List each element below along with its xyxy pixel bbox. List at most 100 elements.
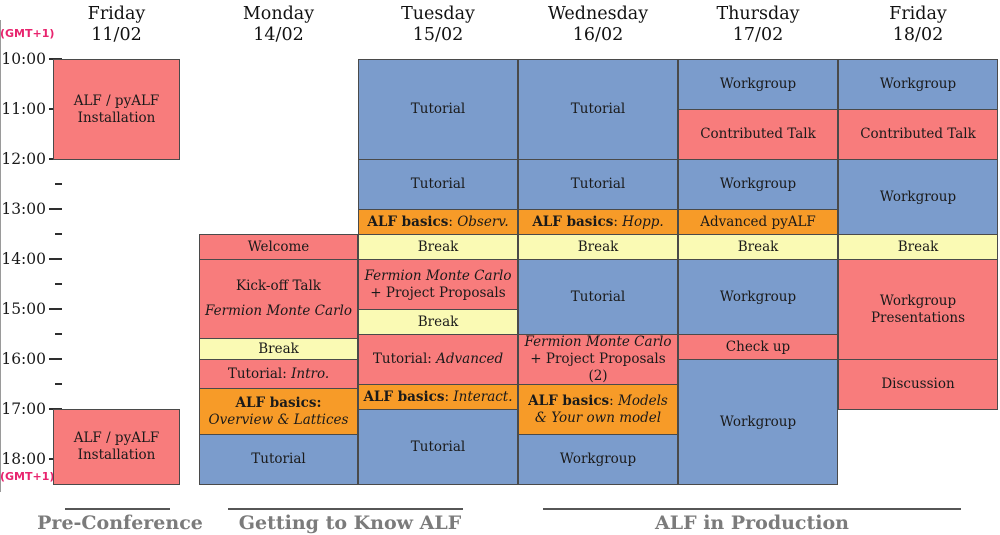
day-header-friday-18-02: Friday 18/02: [838, 4, 998, 46]
event-text: Installation: [77, 109, 156, 126]
event-tutorial-advanced: Tutorial: Advanced: [358, 334, 518, 385]
event-check-up: Check up: [678, 334, 838, 360]
section-label-pre-conference: Pre-Conference: [37, 512, 203, 534]
event-text: & Your own model: [534, 409, 662, 426]
event-advanced-pyalf: Advanced pyALF: [678, 209, 838, 235]
day-date: 16/02: [572, 25, 624, 45]
event-workgroup: Workgroup: [838, 59, 998, 110]
day-header-tuesday-15-02: Tuesday 15/02: [358, 4, 518, 46]
event-text: Break: [258, 340, 299, 357]
day-date: 15/02: [412, 25, 464, 45]
day-name: Friday: [889, 4, 947, 24]
event-text: Workgroup: [719, 176, 797, 192]
day-header-thursday-17-02: Thursday 17/02: [678, 4, 838, 46]
event-text: Tutorial: Intro.: [227, 365, 330, 382]
event-alf-basics-hopp: ALF basics: Hopp.: [518, 209, 678, 235]
event-text: Overview & Lattices: [208, 411, 349, 428]
event-workgroup: Workgroup: [678, 159, 838, 210]
event-break: Break: [838, 234, 998, 260]
section-label-alf-in-production: ALF in Production: [655, 512, 849, 534]
time-label-13-00: 13:00: [1, 200, 46, 218]
day-name: Wednesday: [547, 4, 649, 24]
section-line-getting-to-know-alf: [228, 508, 463, 510]
event-alf-pyalf-installation: ALF / pyALF Installation: [53, 59, 180, 160]
event-text: Installation: [77, 447, 156, 463]
event-text: Break: [577, 238, 619, 255]
event-tutorial-intro: Tutorial: Intro.: [199, 359, 358, 390]
timezone-label-bottom: (GMT+1): [0, 470, 55, 483]
event-tutorial: Tutorial: [518, 259, 678, 335]
day-name: Thursday: [716, 4, 800, 24]
event-text: ALF basics: Hopp.: [532, 213, 664, 230]
event-text: Break: [417, 313, 459, 330]
event-alf-basics-models-your-own-model: ALF basics: Models & Your own model: [518, 384, 678, 435]
event-break: Break: [358, 309, 518, 335]
event-workgroup-presentations: Workgroup Presentations: [838, 259, 998, 360]
time-label-17-00: 17:00: [1, 400, 46, 418]
event-text: Break: [417, 238, 459, 255]
event-contributed-talk: Contributed Talk: [838, 109, 998, 160]
time-label-11-00: 11:00: [1, 100, 46, 118]
event-text: ALF basics: Observ.: [367, 213, 509, 230]
event-tutorial: Tutorial: [358, 409, 518, 485]
half-hour-tick: [55, 333, 62, 335]
event-discussion: Discussion: [838, 359, 998, 410]
event-text: Workgroup: [559, 451, 637, 467]
event-text: ALF / pyALF: [73, 430, 160, 446]
event-text: ALF basics: Interact.: [363, 388, 513, 405]
event-text: + Project Proposals (2): [530, 351, 666, 384]
time-label-16-00: 16:00: [1, 350, 46, 368]
time-label-14-00: 14:00: [1, 250, 46, 268]
event-text: Presentations: [870, 309, 966, 326]
event-text: ALF / pyALF: [73, 92, 160, 109]
event-text: Fermion Monte Carlo: [524, 334, 672, 350]
event-text: Contributed Talk: [700, 126, 816, 142]
hour-tick: [49, 258, 62, 260]
event-text: Tutorial: [410, 438, 466, 455]
event-text: + Project Proposals: [370, 284, 506, 301]
day-date: 17/02: [732, 25, 784, 45]
event-text: Fermion Monte Carlo: [205, 303, 352, 320]
event-welcome: Welcome: [199, 234, 358, 260]
event-workgroup: Workgroup: [678, 359, 838, 485]
event-text: Workgroup: [879, 292, 957, 309]
event-text: Tutorial: Advanced: [372, 351, 504, 367]
hour-tick: [49, 208, 62, 210]
section-label-getting-to-know-alf: Getting to Know ALF: [238, 512, 462, 534]
event-text: Tutorial: [570, 176, 626, 192]
event-break: Break: [678, 234, 838, 260]
day-name: Monday: [242, 4, 315, 24]
event-text: Workgroup: [719, 288, 797, 305]
day-header-wednesday-16-02: Wednesday 16/02: [518, 4, 678, 46]
event-fermion-monte-carlo-project-proposals: Fermion Monte Carlo + Project Proposals: [358, 259, 518, 310]
event-text: Workgroup: [879, 188, 957, 205]
event-text: Tutorial: [570, 288, 626, 305]
day-date: 18/02: [892, 25, 944, 45]
event-text: Contributed Talk: [860, 126, 976, 142]
event-text: Workgroup: [879, 76, 957, 92]
half-hour-tick: [55, 283, 62, 285]
axis-spine: [0, 20, 1, 492]
day-name: Tuesday: [401, 4, 475, 24]
timezone-label-top: (GMT+1): [0, 27, 55, 40]
event-text: Tutorial: [251, 451, 306, 467]
half-hour-tick: [55, 233, 62, 235]
event-tutorial: Tutorial: [518, 59, 678, 160]
event-text: ALF basics: Models: [528, 392, 668, 409]
event-text: Workgroup: [719, 413, 797, 430]
event-text: Break: [737, 238, 779, 255]
event-text: Check up: [725, 338, 791, 355]
event-tutorial: Tutorial: [518, 159, 678, 210]
event-text: Discussion: [881, 376, 955, 392]
event-contributed-talk: Contributed Talk: [678, 109, 838, 160]
event-text: Welcome: [247, 238, 310, 255]
half-hour-tick: [55, 383, 62, 385]
event-alf-basics-interact: ALF basics: Interact.: [358, 384, 518, 410]
event-tutorial: Tutorial: [358, 59, 518, 160]
event-text: Advanced pyALF: [700, 213, 816, 230]
event-fermion-monte-carlo-project-proposals-2: Fermion Monte Carlo + Project Proposals (…: [518, 334, 678, 385]
day-header-monday-14-02: Monday 14/02: [199, 4, 358, 46]
hour-tick: [49, 308, 62, 310]
event-tutorial: Tutorial: [358, 159, 518, 210]
